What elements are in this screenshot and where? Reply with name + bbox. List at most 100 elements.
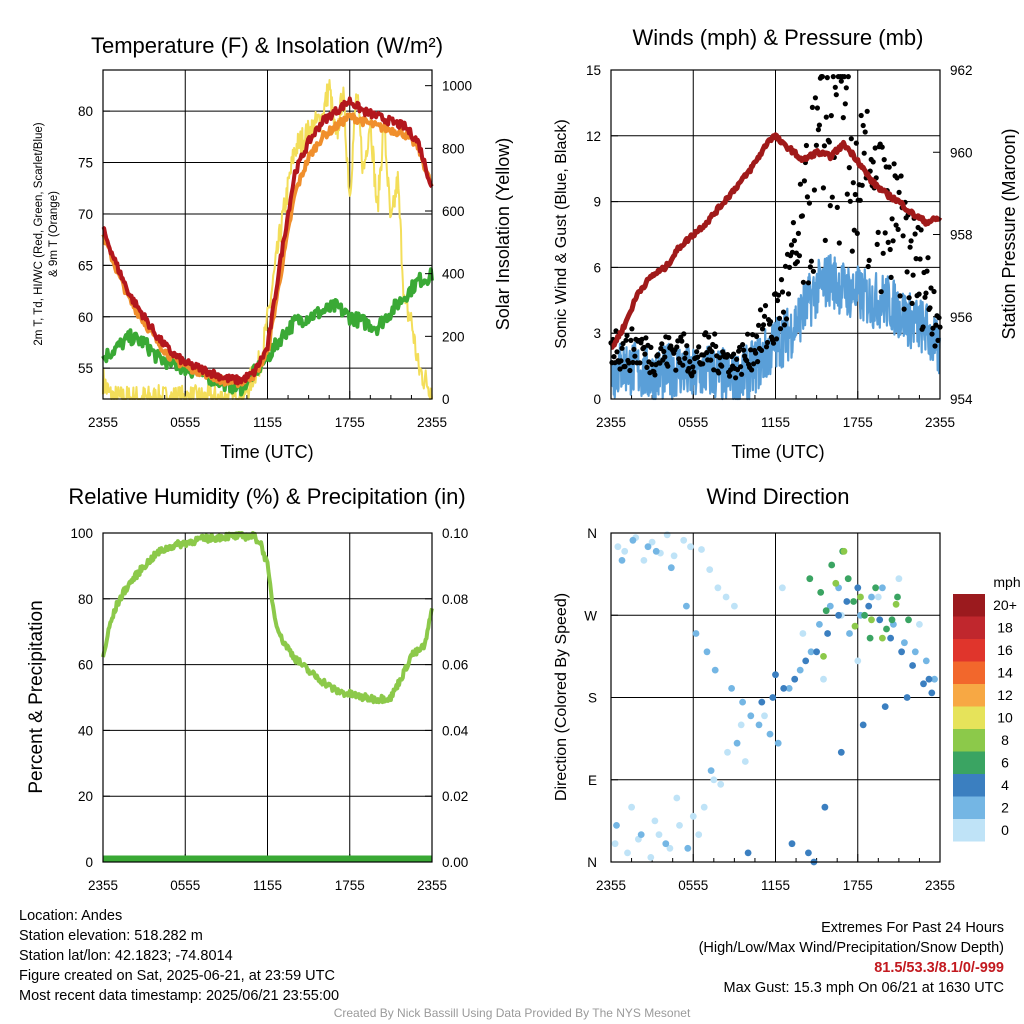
y-tick-label: 9 xyxy=(593,195,601,210)
legend-swatch xyxy=(953,616,985,639)
direction-point xyxy=(629,536,637,544)
chart-title: Relative Humidity (%) & Precipitation (i… xyxy=(68,484,465,509)
legend-label: 6 xyxy=(1001,755,1009,771)
direction-point xyxy=(922,657,930,665)
gust-point xyxy=(627,367,633,374)
direction-point xyxy=(851,622,859,630)
gust-point xyxy=(683,350,689,356)
gust-point xyxy=(629,326,635,332)
gust-point xyxy=(637,360,643,366)
gust-point xyxy=(712,331,718,337)
direction-point xyxy=(766,730,774,738)
x-tick-label: 1755 xyxy=(335,878,365,893)
gust-point xyxy=(711,367,717,373)
y-tick-label: 70 xyxy=(78,207,93,222)
gust-point xyxy=(897,293,903,299)
gust-point xyxy=(820,185,827,191)
gust-point xyxy=(623,337,629,343)
direction-point xyxy=(707,767,715,774)
gust-point xyxy=(673,367,679,373)
gust-point xyxy=(908,238,914,244)
gust-point xyxy=(829,194,835,200)
y-tick-label: 65 xyxy=(78,258,93,273)
gust-point xyxy=(816,122,823,128)
gust-point xyxy=(895,226,901,232)
gust-point xyxy=(745,331,751,337)
gust-point xyxy=(659,341,665,347)
gust-point xyxy=(832,84,838,90)
direction-point xyxy=(692,630,700,637)
gust-point xyxy=(827,203,833,209)
gust-point xyxy=(758,347,765,353)
gust-point xyxy=(806,200,813,206)
gust-point xyxy=(834,204,840,210)
y-axis-label: Direction (Colored By Speed) xyxy=(553,593,570,801)
y-tick-label: 0 xyxy=(593,392,601,407)
gust-point xyxy=(796,253,803,259)
gust-point xyxy=(896,189,902,195)
y-tick-label: 100 xyxy=(70,526,93,541)
gust-point xyxy=(777,326,784,332)
gust-point xyxy=(904,269,910,275)
gust-point xyxy=(809,104,816,110)
direction-point xyxy=(791,675,799,683)
gust-point xyxy=(614,349,620,355)
gust-point xyxy=(845,74,851,80)
gust-point xyxy=(684,343,690,349)
gust-point xyxy=(848,136,854,142)
gust-point xyxy=(794,259,801,265)
panel-2: 2355 0555 1155 1755 2355 0 3 6 9 12 15 954 956 958 960… xyxy=(553,25,1019,462)
gust-point xyxy=(929,331,935,337)
direction-point xyxy=(820,675,827,683)
legend-label: 8 xyxy=(1001,732,1009,748)
gust-point xyxy=(811,187,818,193)
y-tick-label: 6 xyxy=(593,260,601,275)
direction-point xyxy=(711,666,719,674)
direction-point xyxy=(733,739,741,747)
gust-point xyxy=(611,354,617,360)
gust-point xyxy=(920,324,926,330)
direction-point xyxy=(905,616,912,624)
gust-point xyxy=(922,294,928,300)
gust-point xyxy=(850,180,856,186)
direction-point xyxy=(837,748,845,756)
gust-point xyxy=(906,295,912,301)
direction-point xyxy=(888,616,896,624)
gust-point xyxy=(859,182,865,188)
gust-point xyxy=(652,372,658,378)
gust-point xyxy=(936,315,942,321)
gust-point xyxy=(842,101,848,107)
direction-point xyxy=(761,712,768,720)
y-tick-label: E xyxy=(588,773,597,788)
gust-point xyxy=(788,242,795,248)
y2-tick-label: 962 xyxy=(950,63,973,78)
direction-point xyxy=(758,698,766,706)
direction-point xyxy=(894,593,901,601)
gust-point xyxy=(891,161,897,167)
gust-point xyxy=(928,285,934,291)
legend-swatch xyxy=(953,751,985,774)
legend-label: 0 xyxy=(1001,822,1009,838)
direction-point xyxy=(779,584,786,592)
gust-point xyxy=(691,369,697,375)
direction-point xyxy=(687,543,694,551)
y2-tick-label: 0 xyxy=(442,392,450,407)
gust-point xyxy=(741,347,747,353)
direction-point xyxy=(644,543,652,551)
direction-point xyxy=(739,698,746,706)
chart-title: Temperature (F) & Insolation (W/m²) xyxy=(91,33,443,58)
gust-point xyxy=(708,357,714,363)
gust-point xyxy=(886,164,892,170)
y-axis-label: Sonic Wind & Gust (Blue, Black) xyxy=(553,119,570,348)
direction-point xyxy=(909,662,916,669)
gust-point xyxy=(648,344,654,350)
direction-point xyxy=(824,630,831,637)
gust-point xyxy=(894,175,900,181)
panel-3: 2355 0555 1155 1755 2355 0 20 40 60 80 100 0.00 0.02… xyxy=(26,484,469,893)
series-td-line xyxy=(101,267,434,397)
gust-point xyxy=(622,363,628,370)
gust-point xyxy=(878,289,884,295)
direction-point xyxy=(865,602,873,610)
extremes-title: Extremes For Past 24 Hours xyxy=(821,920,1004,936)
gust-point xyxy=(924,268,930,274)
